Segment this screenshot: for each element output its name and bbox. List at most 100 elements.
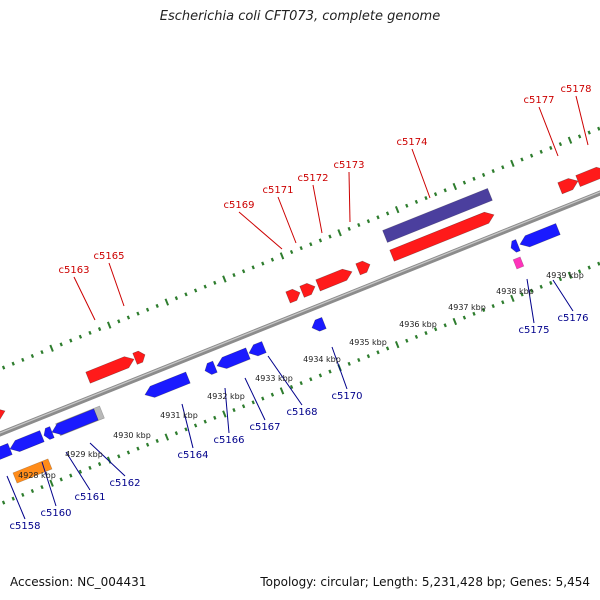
accession-label: Accession: NC_004431 [10,575,147,589]
reverse-gene-arrow[interactable] [518,223,561,250]
upper-tick [577,134,582,139]
forward-gene-label[interactable]: c5174 [397,137,428,148]
upper-tick [549,145,553,150]
upper-tick [88,330,92,335]
upper-tick [222,275,227,283]
reverse-gene-arrow[interactable] [215,347,251,372]
reverse-gene-arrow[interactable] [509,239,521,254]
lower-tick [193,423,198,428]
upper-tick [59,342,63,347]
lower-tick [385,346,390,351]
forward-gene-leader [312,184,323,234]
forward-gene-arrow[interactable] [557,175,580,195]
reverse-gene-arrow[interactable] [143,371,191,400]
lower-tick [11,496,15,501]
reverse-gene-label[interactable]: c5167 [250,422,281,433]
forward-gene-arrow[interactable] [389,209,496,262]
reverse-gene-arrow[interactable] [42,426,55,441]
lower-tick [145,442,150,447]
lower-tick [529,288,534,293]
reverse-gene-label[interactable]: c5176 [558,313,589,324]
forward-gene-label[interactable]: c5169 [224,200,255,211]
reverse-gene-arrow[interactable] [203,360,218,376]
forward-gene-label[interactable]: c5172 [298,173,329,184]
reverse-gene-arrow[interactable] [0,443,13,462]
tick-tracks [1,126,600,505]
reverse-gene-arrow[interactable] [247,341,267,358]
forward-gene-label[interactable]: c5177 [524,95,555,106]
reverse-gene-arrow[interactable] [8,430,45,455]
magenta-feature[interactable] [512,256,525,270]
lower-tick [232,408,236,413]
forward-gene-label[interactable]: c5165 [94,251,125,262]
forward-gene-label[interactable]: c5163 [59,265,90,276]
reverse-gene-leader [181,403,194,449]
upper-tick [193,288,198,293]
upper-tick [385,211,390,216]
reverse-gene-label[interactable]: c5175 [519,325,550,336]
reverse-gene-label[interactable]: c5162 [110,478,141,489]
upper-tick [472,176,476,181]
lower-tick [510,294,515,302]
forward-gene-label[interactable]: c5178 [561,84,592,95]
upper-tick [126,315,131,320]
forward-gene-label[interactable]: c5171 [263,185,294,196]
lower-tick [49,479,54,487]
reverse-gene-leader [89,442,126,477]
forward-gene-arrow[interactable] [132,349,147,365]
lower-tick [452,317,458,326]
lower-tick [251,400,255,405]
gene-labels: c5163 c5165 c5169 c5171 c5172 c5173 c5174 c5177… [10,84,592,532]
lower-tick [597,261,600,266]
upper-tick [145,307,150,312]
lower-tick [270,392,275,397]
reverse-gene-leader [331,346,348,390]
upper-tick [558,142,563,147]
upper-tick [289,249,294,255]
reverse-gene-label[interactable]: c5160 [41,508,72,519]
upper-tick [40,350,44,355]
lower-tick [203,419,207,424]
lower-tick [577,269,582,274]
reverse-gene-label[interactable]: c5164 [178,450,209,461]
kbp-scale-label: 4928 kbp [18,471,56,480]
forward-gene-arrow[interactable] [575,164,600,188]
reverse-gene-label[interactable]: c5168 [287,407,318,418]
lower-tick [491,304,495,309]
upper-tick [21,357,25,362]
upper-tick [241,269,246,274]
upper-tick [30,353,35,359]
forward-gene-arrow[interactable] [85,354,136,384]
reverse-gene-label[interactable]: c5161 [75,492,106,503]
lower-tick [347,361,351,366]
upper-tick [232,273,236,278]
upper-tick [394,205,400,214]
reverse-gene-arrow[interactable] [50,408,99,438]
forward-gene-leader [277,196,297,244]
reverse-gene-label[interactable]: c5166 [214,435,245,446]
lower-tick [405,338,409,343]
upper-tick [261,261,265,266]
orange-feature[interactable] [12,458,53,484]
purple-feature[interactable] [382,187,493,243]
reverse-gene-leader [267,355,303,406]
forward-gene-arrow[interactable] [285,287,302,304]
forward-gene-arrow[interactable] [299,281,317,298]
reverse-gene-arrow[interactable] [310,317,327,333]
reverse-gene-leader [244,377,266,421]
kbp-scale-label: 4930 kbp [113,431,151,440]
lower-tick [289,384,294,390]
forward-gene-arrow[interactable] [355,259,372,276]
lower-tick [59,477,63,482]
forward-gene-label[interactable]: c5173 [334,160,365,171]
upper-tick [155,303,159,308]
upper-tick [481,172,486,177]
upper-tick [97,326,102,332]
forward-gene-arrow[interactable] [315,266,354,292]
reverse-gene-label[interactable]: c5170 [332,391,363,402]
reverse-gene-label[interactable]: c5158 [10,521,41,532]
upper-tick [424,196,428,201]
kbp-scale-label: 4929 kbp [65,450,103,459]
forward-gene-arrow[interactable] [0,405,7,424]
